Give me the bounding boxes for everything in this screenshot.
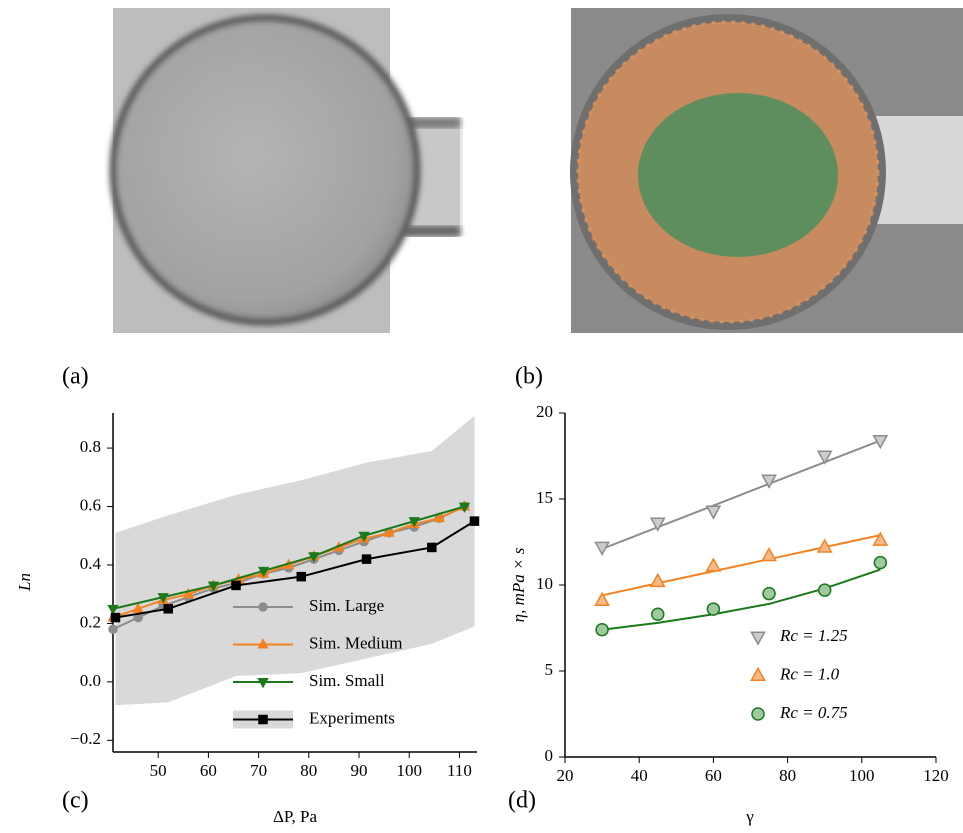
marker — [427, 542, 437, 553]
marker — [358, 531, 370, 543]
marker — [231, 580, 241, 591]
marker — [110, 612, 121, 623]
marker — [761, 547, 777, 562]
legend-label: Sim. Small — [309, 671, 385, 690]
marker — [182, 587, 194, 599]
marker — [817, 583, 832, 597]
marker — [873, 555, 888, 570]
marker — [107, 604, 119, 616]
x-tick-label: 60 — [200, 761, 217, 780]
y-tick-label: 0.8 — [80, 437, 101, 456]
marker — [750, 631, 766, 646]
x-tick-label: 120 — [923, 766, 949, 785]
marker — [750, 666, 766, 682]
y-tick-label: −0.2 — [70, 729, 101, 748]
y-tick-label: 0.6 — [80, 495, 101, 514]
legend-label: Rc = 1.25 — [779, 626, 848, 645]
y-tick-label: 15 — [536, 488, 553, 507]
y-tick-label: 20 — [536, 402, 553, 421]
x-axis-label: ΔP, Pa — [273, 807, 317, 826]
fit-line — [601, 534, 881, 597]
error-band — [115, 415, 475, 706]
x-tick-label: 90 — [351, 761, 368, 780]
marker — [108, 624, 118, 635]
marker — [296, 571, 307, 582]
marker — [651, 607, 665, 621]
x-tick-label: 80 — [300, 761, 317, 780]
x-tick-label: 50 — [150, 761, 167, 780]
image-a — [109, 8, 463, 333]
marker — [594, 591, 610, 607]
marker — [816, 538, 833, 553]
x-tick-label: 110 — [447, 761, 472, 780]
fit-line — [601, 568, 881, 631]
marker — [649, 572, 666, 588]
y-axis-label: Ln — [15, 573, 34, 592]
legend-label: Rc = 0.75 — [779, 703, 848, 722]
marker — [469, 516, 480, 526]
plot-area — [115, 415, 475, 706]
marker — [132, 602, 144, 613]
panel-label: (b) — [515, 364, 543, 390]
y-tick-label: 0.0 — [80, 671, 101, 690]
marker — [408, 517, 420, 528]
y-tick-label: 5 — [545, 660, 554, 679]
panel-label: (d) — [508, 788, 536, 814]
marker — [872, 434, 889, 450]
marker — [383, 526, 395, 537]
marker — [157, 593, 169, 604]
x-tick-label: 100 — [396, 761, 422, 780]
legend-label: Rc = 1.0 — [779, 664, 840, 683]
marker — [361, 554, 372, 564]
marker — [705, 557, 722, 572]
panel-label: (a) — [62, 364, 89, 390]
y-tick-label: 10 — [536, 574, 553, 593]
marker — [705, 505, 722, 520]
x-tick-label: 80 — [779, 766, 796, 785]
marker — [458, 502, 471, 513]
legend-label: Sim. Large — [309, 596, 384, 615]
marker — [816, 450, 833, 465]
marker — [433, 511, 446, 523]
x-axis-label: γ — [745, 807, 754, 826]
x-tick-label: 100 — [849, 766, 875, 785]
marker — [257, 638, 269, 649]
marker — [257, 566, 270, 578]
marker — [594, 541, 610, 556]
y-axis-label: η, mPa × s — [509, 547, 528, 622]
marker — [308, 552, 320, 563]
x-tick-label: 20 — [557, 766, 574, 785]
marker — [706, 602, 721, 616]
marker — [751, 707, 765, 721]
legend-label: Experiments — [309, 708, 395, 727]
marker — [207, 581, 220, 592]
marker — [761, 474, 777, 489]
marker — [258, 714, 268, 725]
x-tick-label: 60 — [705, 766, 722, 785]
marker — [762, 586, 776, 601]
image-b — [570, 8, 963, 333]
legend-label: Sim. Medium — [309, 633, 403, 652]
marker — [595, 622, 609, 637]
series-line — [112, 505, 465, 610]
y-tick-label: 0.4 — [80, 554, 102, 573]
marker — [872, 531, 889, 546]
x-tick-label: 70 — [250, 761, 267, 780]
marker — [257, 678, 269, 689]
panel-label: (c) — [62, 788, 89, 814]
x-tick-label: 40 — [631, 766, 648, 785]
marker — [649, 517, 666, 532]
marker — [258, 602, 268, 612]
y-tick-label: 0.2 — [80, 612, 101, 631]
y-tick-label: 0 — [545, 746, 554, 765]
fit-line — [601, 439, 881, 550]
marker — [163, 604, 173, 614]
